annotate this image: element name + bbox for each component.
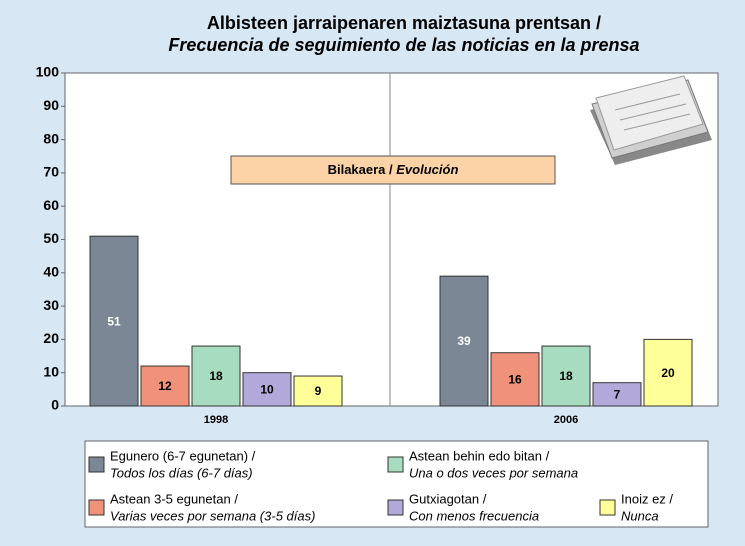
legend-label-translation: Todos los días (6-7 días): [110, 465, 253, 480]
value-label: 10: [260, 383, 274, 397]
legend-label-translation: Con menos frecuencia: [409, 508, 539, 523]
legend-swatch: [600, 500, 615, 515]
x-tick-label: 2006: [554, 414, 578, 426]
value-label: 51: [107, 314, 121, 328]
legend-label: Inoiz ez /: [621, 491, 673, 506]
y-tick-label: 90: [43, 97, 59, 113]
annotation-text: Bilakaera /: [328, 162, 393, 177]
chart-subtitle: Frecuencia de seguimiento de las noticia…: [168, 35, 639, 55]
value-label: 39: [457, 334, 471, 348]
legend-label: Astean behin edo bitan /: [409, 448, 550, 463]
legend-swatch: [388, 500, 403, 515]
chart: Albisteen jarraipenaren maiztasuna prent…: [0, 0, 745, 546]
value-label: 12: [158, 379, 172, 393]
legend-label: Egunero (6-7 egunetan) /: [110, 448, 256, 463]
legend-label-translation: Nunca: [621, 508, 659, 523]
annotation: Bilakaera / Evolución: [328, 162, 459, 177]
x-tick-label: 1998: [204, 414, 228, 426]
legend-label: Astean 3-5 egunetan /: [110, 491, 238, 506]
value-label: 18: [559, 369, 573, 383]
y-tick-label: 80: [43, 130, 59, 146]
legend-swatch: [388, 457, 403, 472]
y-tick-label: 60: [43, 197, 59, 213]
legend-label-translation: Una o dos veces por semana: [409, 465, 578, 480]
y-tick-label: 40: [43, 264, 59, 280]
y-tick-label: 0: [51, 397, 59, 413]
value-label: 16: [508, 373, 522, 387]
y-tick-label: 70: [43, 164, 59, 180]
legend-swatch: [89, 500, 104, 515]
y-tick-label: 30: [43, 297, 59, 313]
legend-label-translation: Varias veces por semana (3-5 días): [110, 508, 315, 523]
chart-title: Albisteen jarraipenaren maiztasuna prent…: [207, 13, 601, 33]
y-tick-label: 50: [43, 230, 59, 246]
annotation-translation: Evolución: [396, 162, 458, 177]
value-label: 18: [209, 369, 223, 383]
legend-label: Gutxiagotan /: [409, 491, 487, 506]
value-label: 7: [614, 388, 621, 402]
y-tick-label: 100: [36, 64, 60, 80]
y-tick-label: 10: [43, 363, 59, 379]
value-label: 20: [661, 366, 675, 380]
value-label: 9: [315, 384, 322, 398]
legend-swatch: [89, 457, 104, 472]
y-tick-label: 20: [43, 330, 59, 346]
